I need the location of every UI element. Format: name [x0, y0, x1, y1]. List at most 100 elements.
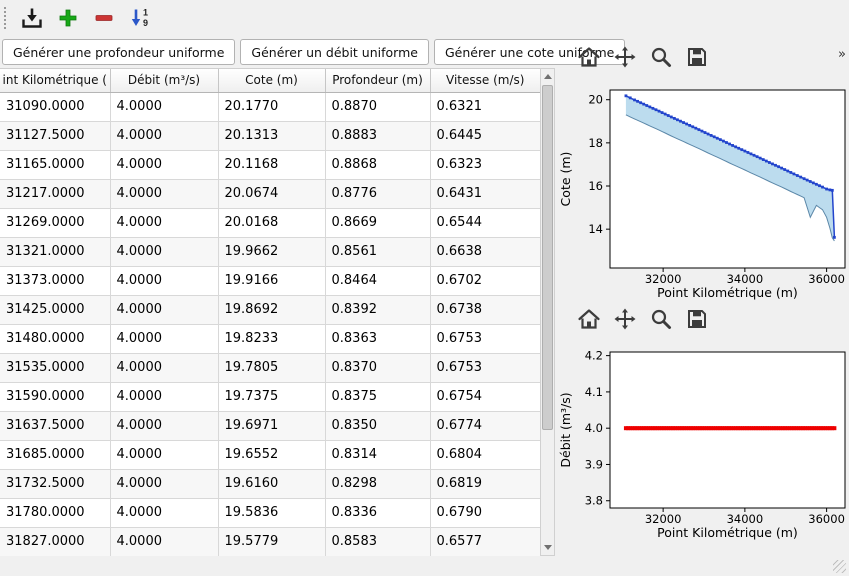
- plot2-zoom-button[interactable]: [648, 306, 674, 332]
- plot2-home-button[interactable]: [576, 306, 602, 332]
- sort-button[interactable]: 1 9: [126, 4, 154, 32]
- table-cell[interactable]: 0.6790: [430, 498, 540, 528]
- table-row[interactable]: 31090.0000 4.0000 20.1770 0.8870 0.6321: [0, 92, 540, 122]
- table-cell[interactable]: 0.8336: [325, 498, 431, 528]
- table-cell[interactable]: 20.0674: [218, 179, 326, 209]
- table-cell[interactable]: 31535.0000: [0, 353, 111, 383]
- table-vertical-scrollbar[interactable]: [540, 68, 555, 556]
- table-cell[interactable]: 31780.0000: [0, 498, 111, 528]
- table-cell[interactable]: 19.9166: [218, 266, 326, 296]
- cote-chart-canvas[interactable]: 32000 34000 36000 14 16 18 20 Point Kilométriqu…: [558, 84, 849, 300]
- table-cell[interactable]: 19.5836: [218, 498, 326, 528]
- column-header[interactable]: Cote (m): [218, 69, 326, 93]
- table-cell[interactable]: 0.8669: [325, 208, 431, 238]
- plot2-pan-button[interactable]: [612, 306, 638, 332]
- table-row[interactable]: 31780.0000 4.0000 19.5836 0.8336 0.6790: [0, 498, 540, 528]
- table-cell[interactable]: 31090.0000: [0, 92, 111, 122]
- table-cell[interactable]: 31217.0000: [0, 179, 111, 209]
- table-cell[interactable]: 4.0000: [110, 179, 219, 209]
- table-cell[interactable]: 0.8370: [325, 353, 431, 383]
- table-cell[interactable]: 31127.5000: [0, 121, 111, 151]
- table-cell[interactable]: 4.0000: [110, 121, 219, 151]
- table-row[interactable]: 31425.0000 4.0000 19.8692 0.8392 0.6738: [0, 295, 540, 325]
- table-cell[interactable]: 4.0000: [110, 498, 219, 528]
- toolbar-drag-handle[interactable]: [4, 7, 9, 29]
- table-cell[interactable]: 0.8375: [325, 382, 431, 412]
- table-cell[interactable]: 4.0000: [110, 382, 219, 412]
- table-row[interactable]: 31827.0000 4.0000 19.5779 0.8583 0.6577: [0, 527, 540, 556]
- table-cell[interactable]: 19.8233: [218, 324, 326, 354]
- table-cell[interactable]: 0.6323: [430, 150, 540, 180]
- table-cell[interactable]: 31373.0000: [0, 266, 111, 296]
- table-cell[interactable]: 20.0168: [218, 208, 326, 238]
- generate-uniform-flow-button[interactable]: Générer un débit uniforme: [240, 39, 429, 65]
- table-cell[interactable]: 0.8314: [325, 440, 431, 470]
- table-cell[interactable]: 19.6971: [218, 411, 326, 441]
- table-cell[interactable]: 0.8298: [325, 469, 431, 499]
- table-cell[interactable]: 19.6552: [218, 440, 326, 470]
- table-cell[interactable]: 19.6160: [218, 469, 326, 499]
- table-cell[interactable]: 31685.0000: [0, 440, 111, 470]
- toolbar-overflow-chevron[interactable]: »: [838, 47, 846, 62]
- table-cell[interactable]: 0.6819: [430, 469, 540, 499]
- generate-uniform-depth-button[interactable]: Générer une profondeur uniforme: [2, 39, 236, 65]
- table-cell[interactable]: 0.6804: [430, 440, 540, 470]
- table-cell[interactable]: 0.8868: [325, 150, 431, 180]
- table-cell[interactable]: 4.0000: [110, 266, 219, 296]
- table-cell[interactable]: 31269.0000: [0, 208, 111, 238]
- table-row[interactable]: 31165.0000 4.0000 20.1168 0.8868 0.6323: [0, 150, 540, 180]
- scroll-up-arrow-icon[interactable]: [544, 74, 552, 79]
- column-header[interactable]: int Kilométrique (: [0, 69, 111, 93]
- table-cell[interactable]: 0.8870: [325, 92, 431, 122]
- table-row[interactable]: 31590.0000 4.0000 19.7375 0.8375 0.6754: [0, 382, 540, 412]
- table-cell[interactable]: 0.6754: [430, 382, 540, 412]
- table-cell[interactable]: 0.6321: [430, 92, 540, 122]
- plot2-save-button[interactable]: [684, 306, 710, 332]
- table-cell[interactable]: 31590.0000: [0, 382, 111, 412]
- table-cell[interactable]: 31480.0000: [0, 324, 111, 354]
- table-cell[interactable]: 31732.5000: [0, 469, 111, 499]
- column-header[interactable]: Débit (m³/s): [110, 69, 219, 93]
- table-cell[interactable]: 0.8350: [325, 411, 431, 441]
- table-cell[interactable]: 4.0000: [110, 440, 219, 470]
- remove-row-button[interactable]: [90, 4, 118, 32]
- plot1-pan-button[interactable]: [612, 44, 638, 70]
- table-cell[interactable]: 4.0000: [110, 324, 219, 354]
- table-cell[interactable]: 0.6774: [430, 411, 540, 441]
- table-cell[interactable]: 20.1313: [218, 121, 326, 151]
- table-cell[interactable]: 0.6445: [430, 121, 540, 151]
- table-cell[interactable]: 31321.0000: [0, 237, 111, 267]
- table-row[interactable]: 31373.0000 4.0000 19.9166 0.8464 0.6702: [0, 266, 540, 296]
- table-row[interactable]: 31480.0000 4.0000 19.8233 0.8363 0.6753: [0, 324, 540, 354]
- table-cell[interactable]: 19.7375: [218, 382, 326, 412]
- table-cell[interactable]: 19.5779: [218, 527, 326, 556]
- table-cell[interactable]: 0.6753: [430, 324, 540, 354]
- table-row[interactable]: 31637.5000 4.0000 19.6971 0.8350 0.6774: [0, 411, 540, 441]
- table-cell[interactable]: 31827.0000: [0, 527, 111, 556]
- table-cell[interactable]: 20.1770: [218, 92, 326, 122]
- table-cell[interactable]: 0.6738: [430, 295, 540, 325]
- table-cell[interactable]: 0.6753: [430, 353, 540, 383]
- column-header[interactable]: Profondeur (m): [325, 69, 431, 93]
- table-row[interactable]: 31535.0000 4.0000 19.7805 0.8370 0.6753: [0, 353, 540, 383]
- table-cell[interactable]: 31425.0000: [0, 295, 111, 325]
- table-cell[interactable]: 4.0000: [110, 353, 219, 383]
- plot1-save-button[interactable]: [684, 44, 710, 70]
- table-cell[interactable]: 0.6544: [430, 208, 540, 238]
- table-cell[interactable]: 19.7805: [218, 353, 326, 383]
- table-cell[interactable]: 0.8392: [325, 295, 431, 325]
- table-cell[interactable]: 4.0000: [110, 237, 219, 267]
- table-row[interactable]: 31685.0000 4.0000 19.6552 0.8314 0.6804: [0, 440, 540, 470]
- table-cell[interactable]: 31637.5000: [0, 411, 111, 441]
- table-cell[interactable]: 0.6638: [430, 237, 540, 267]
- table-cell[interactable]: 20.1168: [218, 150, 326, 180]
- table-cell[interactable]: 19.9662: [218, 237, 326, 267]
- scroll-down-arrow-icon[interactable]: [544, 545, 552, 550]
- resize-grip[interactable]: [833, 560, 846, 573]
- column-header[interactable]: Vitesse (m/s): [430, 69, 540, 93]
- table-row[interactable]: 31217.0000 4.0000 20.0674 0.8776 0.6431: [0, 179, 540, 209]
- scrollbar-thumb[interactable]: [542, 85, 553, 430]
- table-row[interactable]: 31269.0000 4.0000 20.0168 0.8669 0.6544: [0, 208, 540, 238]
- debit-chart-canvas[interactable]: 32000 34000 36000 3.8 3.9 4.0 4.1 4.2 Point Kilo…: [558, 343, 849, 556]
- table-cell[interactable]: 4.0000: [110, 150, 219, 180]
